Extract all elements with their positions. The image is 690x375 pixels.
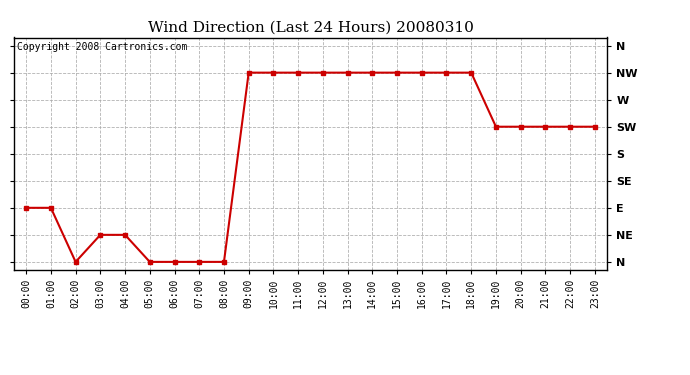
Text: Copyright 2008 Cartronics.com: Copyright 2008 Cartronics.com (17, 42, 187, 52)
Title: Wind Direction (Last 24 Hours) 20080310: Wind Direction (Last 24 Hours) 20080310 (148, 21, 473, 35)
